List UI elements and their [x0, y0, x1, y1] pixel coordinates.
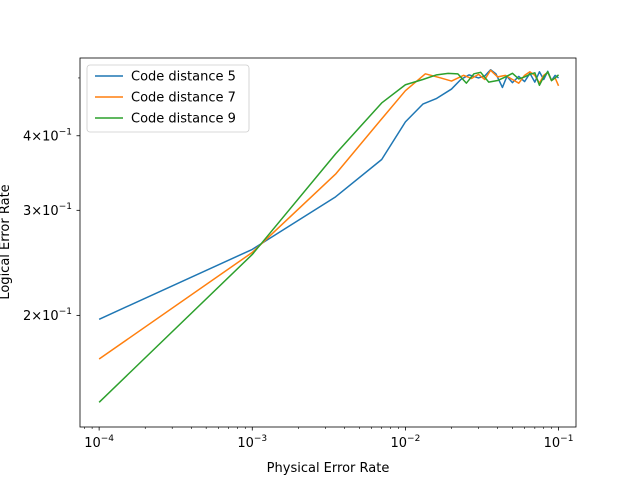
x-tick-label: 10−1 — [544, 434, 574, 451]
y-tick-label: 4×10−1 — [23, 127, 72, 144]
x-tick-label: 10−2 — [390, 434, 420, 451]
series-layer — [98, 69, 560, 403]
x-axis-label: Physical Error Rate — [267, 461, 390, 476]
legend-label-code-distance-7: Code distance 7 — [131, 91, 236, 106]
x-tick-label: 10−3 — [237, 434, 267, 451]
legend: Code distance 5 Code distance 7 Code dis… — [86, 64, 250, 133]
x-axis: 10−4 10−3 10−2 10−1 — [83, 427, 574, 451]
x-tick-label: 10−4 — [84, 434, 114, 451]
legend-label-code-distance-5: Code distance 5 — [131, 70, 236, 85]
y-axis-label: Logical Error Rate — [0, 184, 13, 299]
y-tick-label: 3×10−1 — [23, 202, 72, 219]
plot-frame — [79, 57, 577, 428]
legend-label-code-distance-9: Code distance 9 — [131, 112, 236, 127]
legend-box — [86, 64, 250, 133]
series-line-code-distance-9 — [98, 71, 560, 403]
y-axis: 2×10−1 3×10−1 4×10−1 — [23, 77, 80, 324]
y-tick-label: 2×10−1 — [23, 307, 72, 324]
